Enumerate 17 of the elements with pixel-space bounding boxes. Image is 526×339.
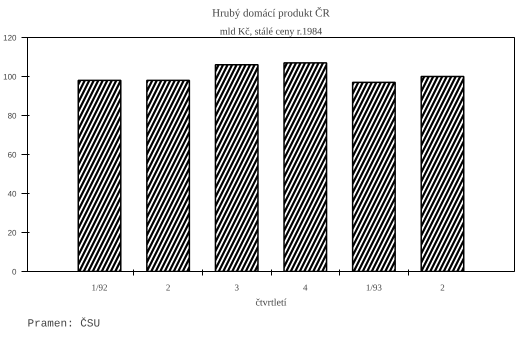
chart-subtitle: mld Kč, stálé ceny r.1984 [220, 26, 322, 38]
y-tick-label: 60 [8, 150, 18, 160]
x-tick-label: 1/93 [366, 282, 382, 292]
text: Pramen: ČSU [28, 316, 100, 330]
y-tick-label: 80 [8, 112, 18, 120]
x-tick-label: 2 [166, 282, 170, 292]
x-tick-label: 3 [234, 282, 240, 292]
x-tick-label: 4 [303, 282, 308, 292]
y-tick-label: 100 [3, 72, 18, 82]
y-tick-label: 0 [12, 268, 18, 276]
chart-title: Hrubý domácí produkt ČR [212, 6, 330, 20]
y-tick-label: 20 [8, 228, 18, 238]
x-axis-title: čtvrtletí [255, 298, 287, 308]
y-tick-label: 120 [3, 34, 18, 42]
y-tick-label: 40 [8, 190, 18, 198]
x-tick-label: 1/92 [92, 282, 108, 292]
x-tick-label: 2 [440, 282, 445, 292]
